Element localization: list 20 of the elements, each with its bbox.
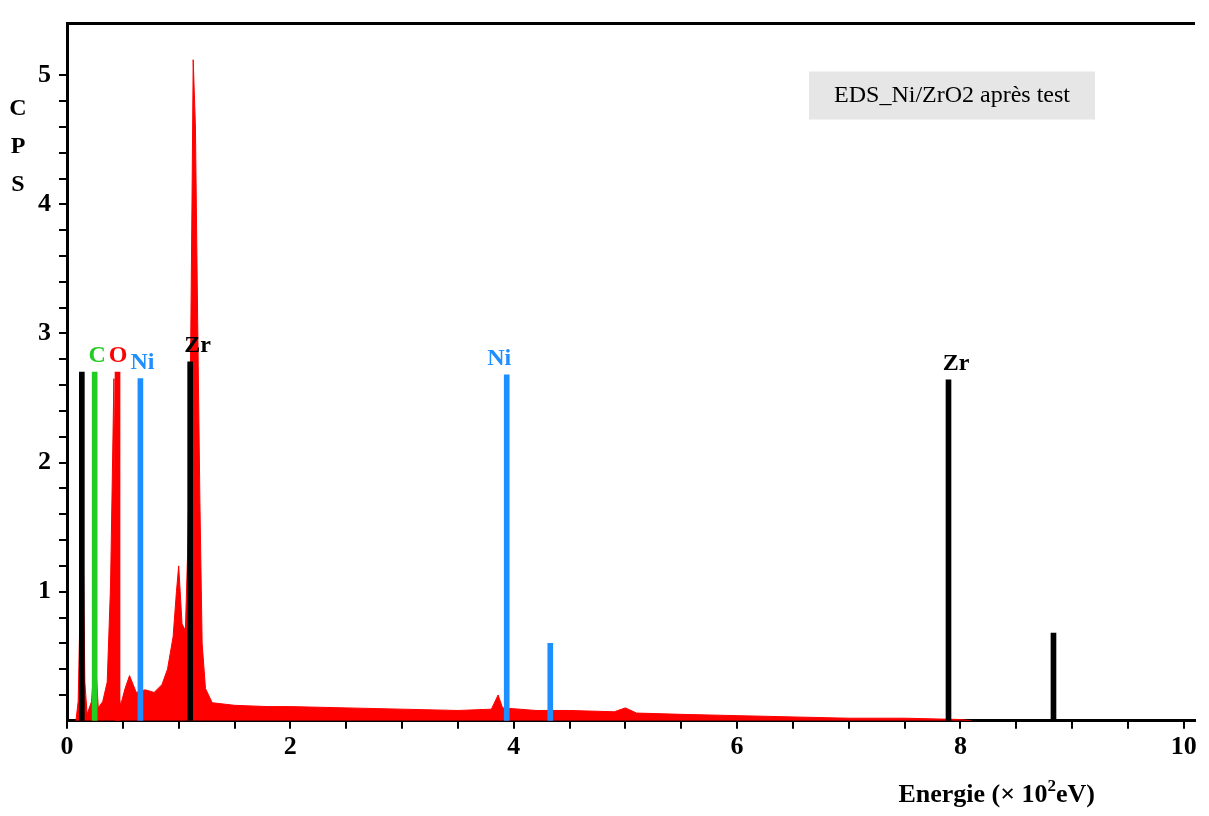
annotation: O [108,341,128,368]
x-tick-label: 2 [283,731,297,761]
x-tick-label: 6 [730,731,744,761]
bar [503,374,510,721]
annotation: Ni [487,343,512,370]
annotation: Zr [942,349,970,376]
x-tick-label: 8 [953,731,967,761]
annotation: C [88,341,106,368]
y-axis-title: CPS [9,93,27,196]
x-tick-label: 4 [507,731,521,761]
y-tick-label: 4 [38,188,51,218]
y-tick-label: 1 [38,575,51,605]
y-tick-label: 5 [38,58,51,88]
y-tick-label: 2 [38,446,51,476]
x-tick-label: 10 [1170,731,1197,761]
annotation: Ni [130,347,155,374]
bar [547,643,554,721]
y-tick-label: 3 [38,317,51,347]
x-tick-label: 0 [60,731,74,761]
text: EDS_Ni/ZrO2 après test [834,80,1071,107]
